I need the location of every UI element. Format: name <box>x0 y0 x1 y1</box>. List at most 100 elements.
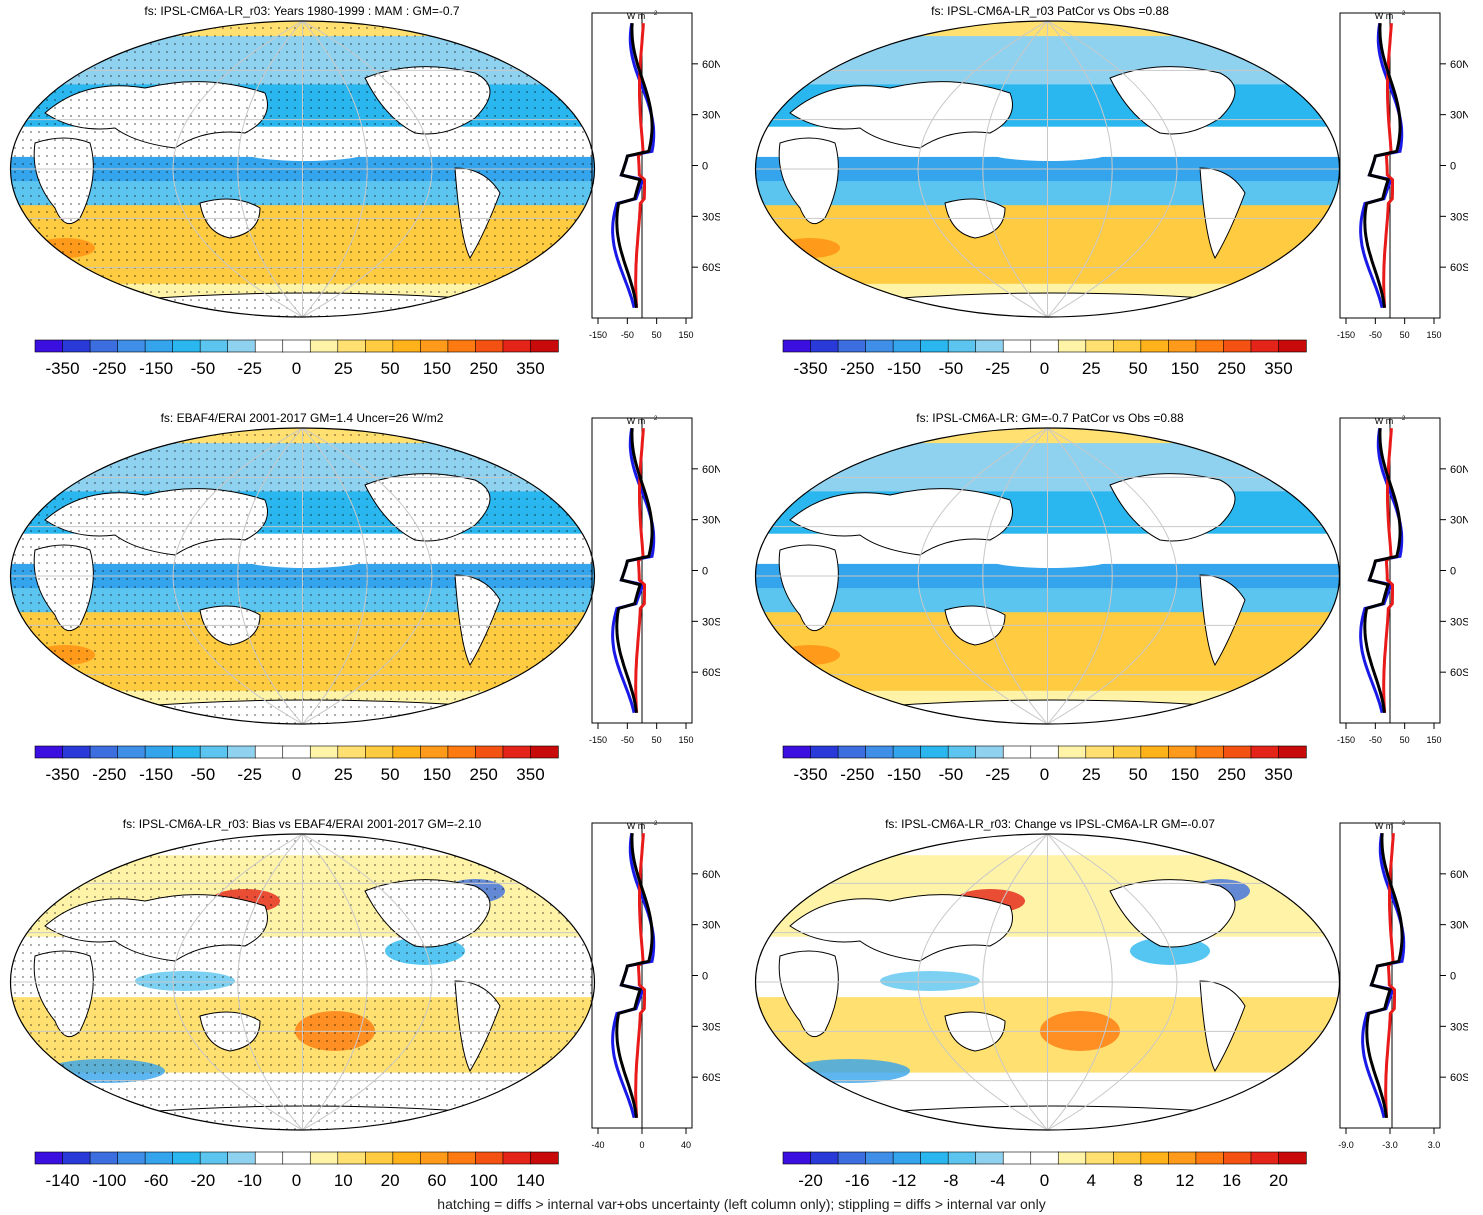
colorbar-swatch <box>62 745 91 759</box>
colorbar-swatch <box>810 339 839 353</box>
colorbar-swatch <box>1223 745 1252 759</box>
zonal-value-label: 40 <box>681 1140 691 1150</box>
colorbar-swatch <box>892 339 922 353</box>
colorbar-label: -16 <box>845 1171 870 1190</box>
colorbar-label: 20 <box>1269 1171 1288 1190</box>
continent-outline <box>1109 879 1236 948</box>
panel-2-colorbar: -350 -250 -150 -50 -25 0 25 50 150 250 350 <box>782 339 1307 378</box>
zonal-value-label: 3.0 <box>1428 1140 1441 1150</box>
continent-outline <box>1199 574 1246 667</box>
colorbar-label: -140 <box>46 1171 80 1190</box>
colorbar-swatch <box>282 745 311 759</box>
zonal-lat-label: 60S <box>1450 262 1468 274</box>
zonal-unit-exponent: -2 <box>1400 416 1406 422</box>
zonal-lat-label: 30N <box>702 920 720 932</box>
colorbar-swatch <box>144 745 174 759</box>
colorbar-swatch <box>1057 745 1087 759</box>
colorbar-label: 60 <box>427 1171 446 1190</box>
zonal-unit-label: W m <box>627 11 646 21</box>
colorbar-label: 350 <box>1264 765 1292 784</box>
continent-outline <box>1199 980 1246 1073</box>
colorbar-label: 350 <box>1264 359 1292 378</box>
longitude-gridline <box>302 428 433 724</box>
colorbar-swatch <box>865 1151 894 1165</box>
colorbar-swatch <box>502 339 532 353</box>
colorbar-label: -350 <box>794 765 828 784</box>
colorbar-swatch <box>920 1151 949 1165</box>
zonal-value-label: -3.0 <box>1382 1140 1398 1150</box>
colorbar-swatch <box>1085 1151 1115 1165</box>
longitude-gridline <box>1047 21 1113 317</box>
colorbar-label: -250 <box>92 765 126 784</box>
colorbar-swatch <box>117 1151 146 1165</box>
zonal-lat-label: 0 <box>702 161 708 173</box>
colorbar-label: -350 <box>46 765 80 784</box>
zonal-value-label: 150 <box>678 330 693 340</box>
continent-outline <box>789 488 1013 556</box>
longitude-gridline <box>302 834 433 1130</box>
continent-outline <box>1109 473 1236 542</box>
colorbar-swatch <box>117 339 146 353</box>
colorbar-label: -25 <box>237 359 262 378</box>
anomaly-patch <box>990 552 1110 568</box>
colorbar-swatch <box>1113 339 1142 353</box>
colorbar-swatch <box>920 339 949 353</box>
colorbar-label: 150 <box>423 765 451 784</box>
colorbar-label: 0 <box>292 765 301 784</box>
colorbar-label: 0 <box>1040 1171 1049 1190</box>
zonal-unit-exponent: -2 <box>1400 11 1406 17</box>
panel-4-title: fs: IPSL-CM6A-LR: GM=-0.7 PatCor vs Obs … <box>916 411 1184 425</box>
colorbar-swatch <box>1223 1151 1252 1165</box>
colorbar-label: 350 <box>516 765 544 784</box>
longitude-gridline <box>982 21 1048 317</box>
zonal-unit-label: W m <box>1375 11 1394 21</box>
zonal-obs-curve <box>1359 427 1404 714</box>
zonal-lat-label: 60N <box>702 869 720 881</box>
colorbar-swatch <box>810 745 839 759</box>
colorbar-label: -4 <box>990 1171 1005 1190</box>
colorbar-label: 0 <box>1040 359 1049 378</box>
colorbar-label: 0 <box>292 1171 301 1190</box>
zonal-value-label: -50 <box>621 735 634 745</box>
panel-1-map <box>9 20 596 318</box>
zonal-value-label: -150 <box>589 735 607 745</box>
colorbar-swatch <box>1085 339 1115 353</box>
colorbar-swatch <box>502 1151 532 1165</box>
colorbar-swatch <box>1057 339 1087 353</box>
colorbar-swatch <box>947 339 977 353</box>
colorbar-label: -350 <box>46 359 80 378</box>
zonal-unit-label: W m <box>627 416 646 426</box>
colorbar-swatch <box>1168 745 1197 759</box>
zonal-unit-label: W m <box>627 821 646 831</box>
panel-5-map <box>9 833 596 1131</box>
zonal-model-curve <box>1363 428 1402 713</box>
colorbar-label: 0 <box>1040 765 1049 784</box>
zonal-unit-exponent: -2 <box>652 416 658 422</box>
longitude-gridline <box>917 21 1048 317</box>
map-border <box>9 833 596 1131</box>
colorbar-swatch <box>865 339 894 353</box>
colorbar-swatch <box>947 1151 977 1165</box>
colorbar-label: -350 <box>794 359 828 378</box>
zonal-value-label: -150 <box>589 330 607 340</box>
colorbar-swatch <box>502 745 532 759</box>
colorbar-swatch <box>975 1151 1004 1165</box>
colorbar-swatch <box>34 745 64 759</box>
longitude-gridline <box>172 834 303 1130</box>
colorbar-label: 25 <box>1082 359 1101 378</box>
longitude-gridline <box>302 21 368 317</box>
colorbar-swatch <box>227 745 256 759</box>
colorbar-swatch <box>920 745 949 759</box>
panel-5-title: fs: IPSL-CM6A-LR_r03: Bias vs EBAF4/ERAI… <box>122 817 482 831</box>
colorbar-swatch <box>337 339 367 353</box>
panel-2-map <box>754 20 1341 318</box>
zonal-unit-label: W m <box>1375 416 1394 426</box>
colorbar-swatch <box>1278 339 1307 353</box>
zonal-lat-label: 60N <box>1450 464 1468 476</box>
zonal-value-label: 50 <box>652 735 662 745</box>
zonal-lat-label: 30S <box>1450 1021 1468 1033</box>
longitude-gridline <box>917 834 1048 1130</box>
zonal-lat-label: 30N <box>1450 515 1468 527</box>
colorbar-label: -150 <box>887 359 921 378</box>
colorbar-swatch <box>1250 1151 1280 1165</box>
